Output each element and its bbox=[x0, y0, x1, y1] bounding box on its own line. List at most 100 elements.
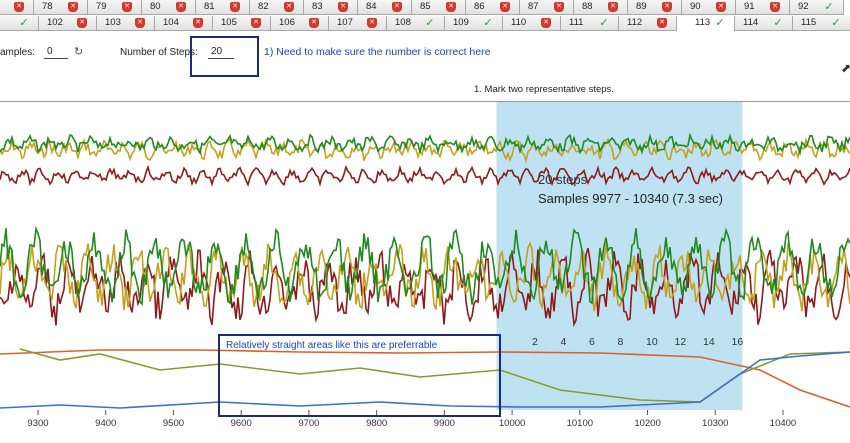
x-tick-label: 10000 bbox=[499, 418, 525, 429]
tab-113[interactable]: 113 ✓ bbox=[676, 16, 735, 32]
error-shield-icon bbox=[500, 2, 510, 12]
check-icon: ✓ bbox=[425, 17, 435, 29]
tab-102[interactable]: 102 bbox=[38, 16, 97, 31]
tab-109[interactable]: 109 ✓ bbox=[444, 16, 503, 31]
steps-input[interactable]: 20 bbox=[208, 46, 234, 59]
tab-row-upper: 77 78 79 80 81 82 83 84 85 86 87 88 89 90 91 92 ✓ bbox=[0, 0, 850, 16]
step-marker-label: 12 bbox=[675, 336, 687, 348]
x-tick-label: 10100 bbox=[567, 418, 593, 429]
steps-count-label: 20 steps bbox=[538, 172, 588, 187]
error-shield-icon bbox=[309, 18, 319, 28]
tab-89[interactable]: 89 bbox=[627, 0, 682, 15]
tab-label: 79 bbox=[96, 1, 107, 12]
instruction-text: 1. Mark two representative steps. bbox=[474, 84, 614, 95]
tab-81[interactable]: 81 bbox=[195, 0, 250, 15]
tab-label: 88 bbox=[582, 1, 593, 12]
tab-label: 87 bbox=[528, 1, 539, 12]
tab-103[interactable]: 103 bbox=[96, 16, 155, 31]
refresh-icon[interactable]: ↻ bbox=[74, 46, 84, 58]
tab-label: 78 bbox=[42, 1, 53, 12]
error-shield-icon bbox=[122, 2, 132, 12]
step-marker-label: 16 bbox=[732, 336, 744, 348]
tab-label: 80 bbox=[150, 1, 161, 12]
tab-88[interactable]: 88 bbox=[573, 0, 628, 15]
tab-104[interactable]: 104 bbox=[154, 16, 213, 31]
error-shield-icon bbox=[367, 18, 377, 28]
tab-91[interactable]: 91 bbox=[735, 0, 790, 15]
error-shield-icon bbox=[446, 2, 456, 12]
tab-110[interactable]: 110 bbox=[502, 16, 561, 31]
error-shield-icon bbox=[608, 2, 618, 12]
tab-label: 112 bbox=[627, 17, 643, 28]
tab-label: 107 bbox=[337, 17, 353, 28]
steps-note: 1) Need to make sure the number is corre… bbox=[264, 46, 491, 58]
tab-86[interactable]: 86 bbox=[465, 0, 520, 15]
samples-label: amples: bbox=[0, 47, 36, 58]
tab-label: 106 bbox=[279, 17, 295, 28]
error-shield-icon bbox=[68, 2, 78, 12]
tab-114[interactable]: 114 ✓ bbox=[734, 16, 793, 31]
controls-bar: amples: 0 ↻ Number of Steps: 20 1) Need … bbox=[0, 33, 850, 102]
step-marker-label: 6 bbox=[589, 336, 595, 348]
tab-105[interactable]: 105 bbox=[212, 16, 271, 31]
tab-108[interactable]: 108 ✓ bbox=[386, 16, 445, 31]
step-marker-label: 8 bbox=[618, 336, 624, 348]
tab-01[interactable]: 01✓ bbox=[0, 16, 39, 31]
x-tick-label: 9400 bbox=[95, 418, 116, 429]
tab-115[interactable]: 115 ✓ bbox=[792, 16, 850, 31]
tab-label: 90 bbox=[690, 1, 701, 12]
tab-label: 85 bbox=[420, 1, 431, 12]
step-marker-label: 10 bbox=[646, 336, 658, 348]
error-shield-icon bbox=[662, 2, 672, 12]
tab-label: 81 bbox=[204, 1, 215, 12]
tab-90[interactable]: 90 bbox=[681, 0, 736, 15]
check-icon: ✓ bbox=[715, 17, 725, 29]
tab-85[interactable]: 85 bbox=[411, 0, 466, 15]
tab-label: 115 bbox=[801, 17, 817, 28]
tab-111[interactable]: 111 ✓ bbox=[560, 16, 619, 31]
signal-plot[interactable]: 9300 9400 9500 9600 9700 9800 9900 10000 10100 10… bbox=[0, 102, 850, 443]
step-markers: 2 4 6 8 10 12 14 16 bbox=[532, 336, 743, 348]
tab-label: 84 bbox=[366, 1, 377, 12]
x-tick-label: 9500 bbox=[163, 418, 184, 429]
tab-82[interactable]: 82 bbox=[249, 0, 304, 15]
x-tick-label: 9900 bbox=[434, 418, 455, 429]
error-shield-icon bbox=[770, 2, 780, 12]
tab-107[interactable]: 107 bbox=[328, 16, 387, 31]
error-shield-icon bbox=[135, 18, 145, 28]
tab-label: 91 bbox=[744, 1, 755, 12]
tab-label: 83 bbox=[312, 1, 323, 12]
samples-input[interactable]: 0 bbox=[44, 46, 68, 59]
x-tick-label: 9700 bbox=[298, 418, 319, 429]
straight-area-annotation-box bbox=[218, 334, 501, 417]
step-marker-label: 14 bbox=[703, 336, 715, 348]
error-shield-icon bbox=[230, 2, 240, 12]
tab-79[interactable]: 79 bbox=[87, 0, 142, 15]
tab-label: 89 bbox=[636, 1, 647, 12]
tab-112[interactable]: 112 bbox=[618, 16, 677, 31]
tab-label: 92 bbox=[798, 1, 809, 12]
check-icon: ✓ bbox=[824, 1, 834, 13]
tab-label: 109 bbox=[453, 17, 469, 28]
tab-87[interactable]: 87 bbox=[519, 0, 574, 15]
x-tick-label: 10400 bbox=[770, 418, 796, 429]
tab-label: 104 bbox=[163, 17, 179, 28]
tab-83[interactable]: 83 bbox=[303, 0, 358, 15]
tab-78[interactable]: 78 bbox=[33, 0, 88, 15]
tab-80[interactable]: 80 bbox=[141, 0, 196, 15]
straight-area-note: Relatively straight areas like this are … bbox=[226, 340, 438, 351]
tab-106[interactable]: 106 bbox=[270, 16, 329, 31]
tab-label: 111 bbox=[569, 17, 584, 28]
tab-label: 114 bbox=[743, 17, 759, 28]
error-shield-icon bbox=[716, 2, 726, 12]
tab-92[interactable]: 92 ✓ bbox=[789, 0, 844, 15]
tab-row-lower: 01✓ 102 103 104 105 106 107 108 ✓ 109 ✓ 110 111 ✓ 112 1… bbox=[0, 16, 850, 32]
error-shield-icon bbox=[338, 2, 348, 12]
tab-77[interactable]: 77 bbox=[0, 0, 34, 15]
trace-maroon-top bbox=[0, 164, 850, 188]
tab-label: 103 bbox=[105, 17, 121, 28]
tab-84[interactable]: 84 bbox=[357, 0, 412, 15]
samples-range-label: Samples 9977 - 10340 (7.3 sec) bbox=[538, 191, 723, 206]
error-shield-icon bbox=[284, 2, 294, 12]
error-shield-icon bbox=[392, 2, 402, 12]
